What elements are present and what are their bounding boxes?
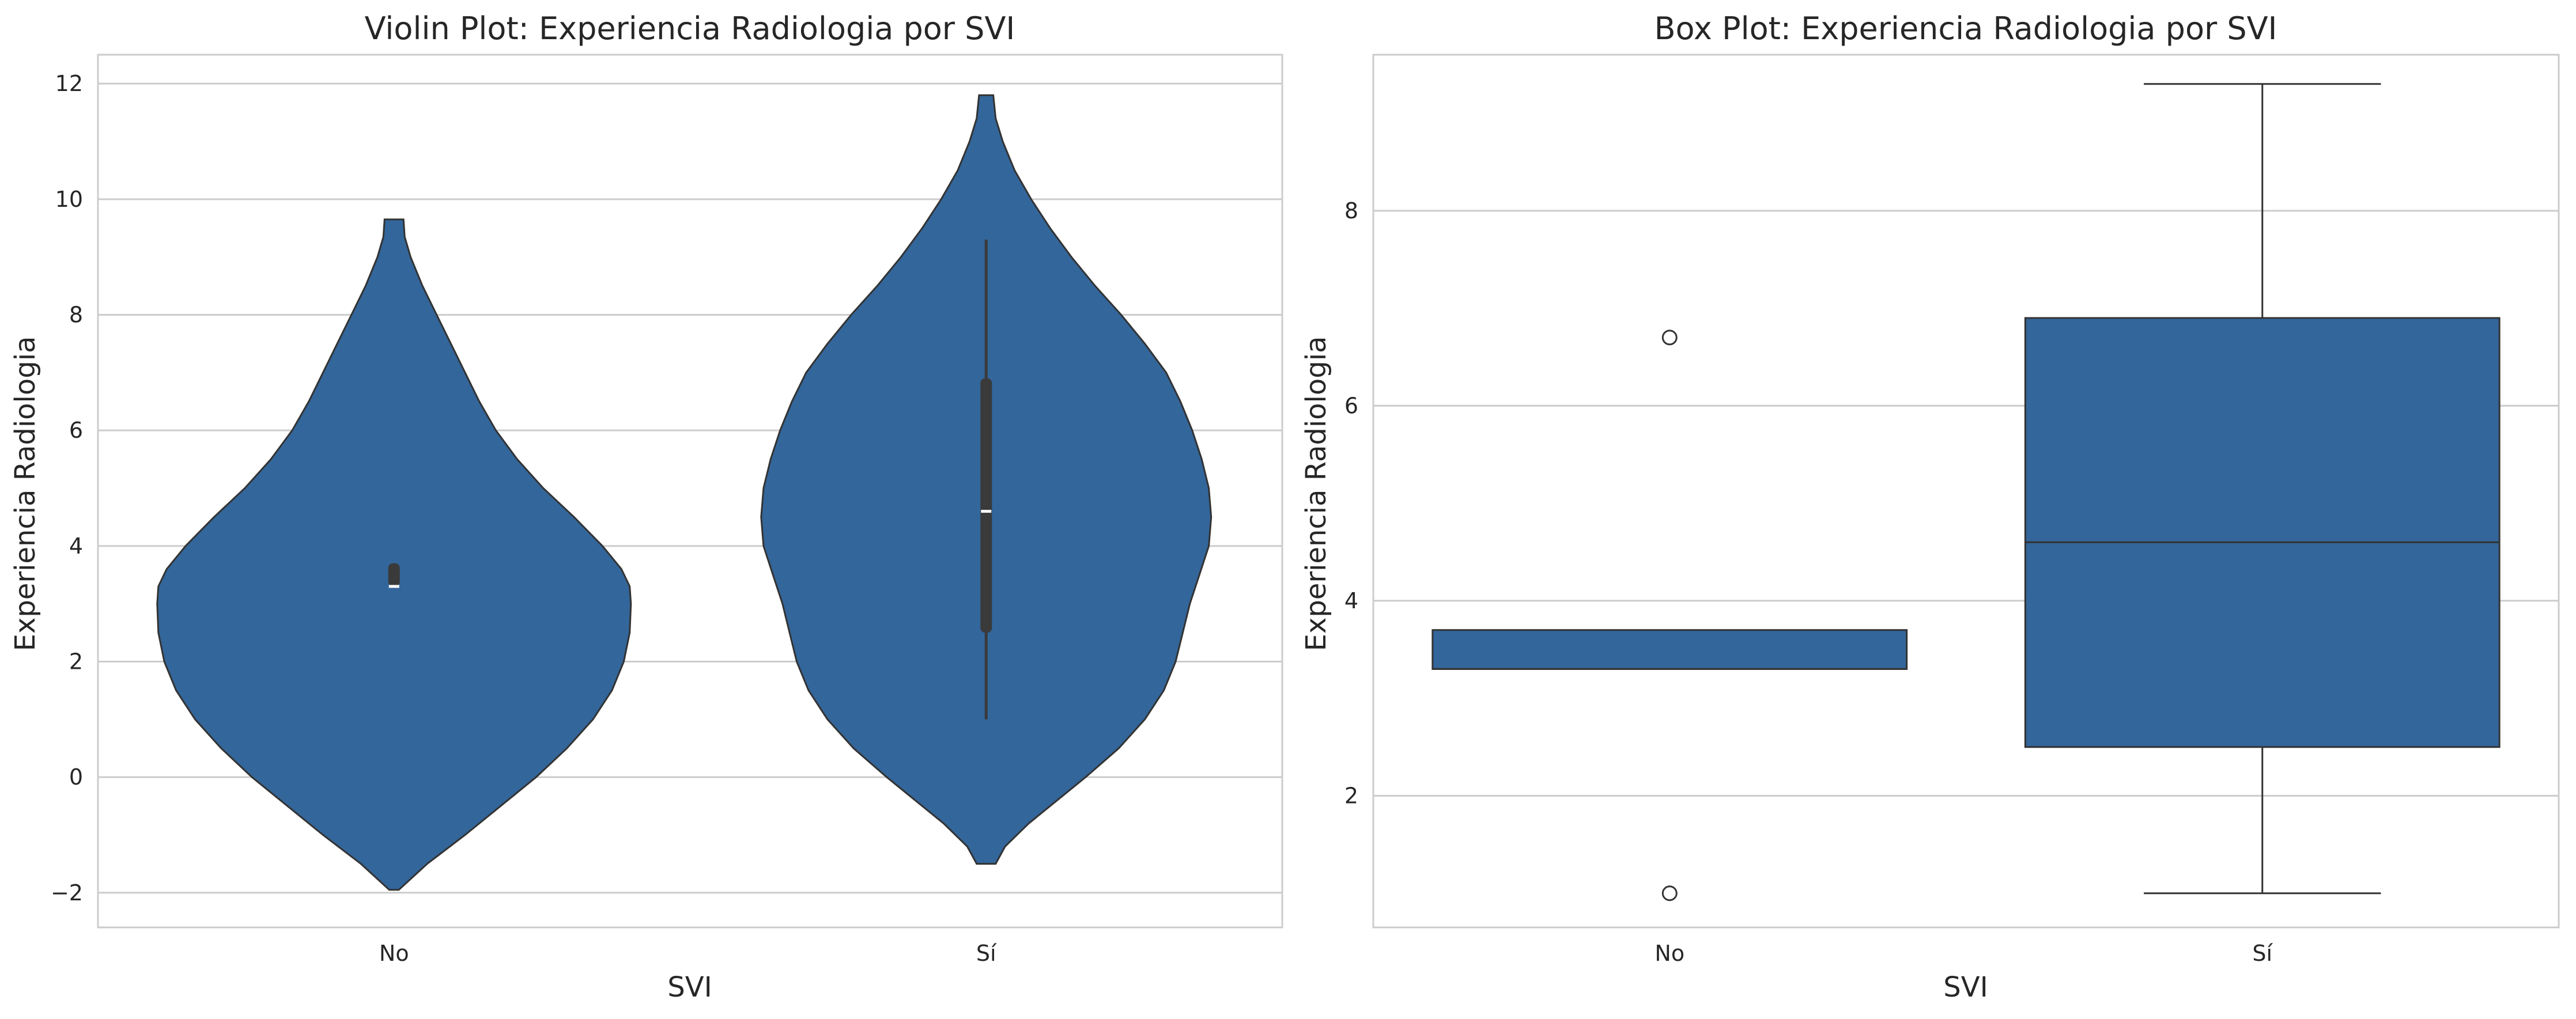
violin-x-axis-label: SVI (667, 971, 712, 1003)
violin-y-axis-label: Experiencia Radiologia (9, 336, 41, 651)
box-x-tick-label: Sí (2252, 941, 2273, 966)
violin-y-tick-label: 12 (55, 71, 83, 96)
violin-x-tick-label: No (379, 941, 409, 966)
box-title: Box Plot: Experiencia Radiologia por SVI (1654, 10, 2277, 47)
box-y-tick-label: 6 (1344, 393, 1358, 418)
box-iqr-Sí (2025, 318, 2499, 747)
violin-marks (157, 95, 1211, 890)
box-marks (1433, 84, 2499, 900)
violin-iqr-bar-No (388, 563, 400, 586)
violin-y-tick-label: 8 (69, 302, 83, 327)
violin-iqr-bar-Sí (980, 378, 992, 632)
violin-y-tick-label: 0 (69, 764, 83, 790)
violin-y-tick-label: 6 (69, 418, 83, 443)
violin-title: Violin Plot: Experiencia Radiologia por … (365, 10, 1015, 47)
box-y-axis-label: Experiencia Radiologia (1300, 336, 1332, 651)
box-y-ticks: 2 4 6 8 (1344, 198, 1358, 809)
box-panel: Box Plot: Experiencia Radiologia por SVI… (1300, 10, 2559, 1003)
box-outlier-No (1663, 331, 1676, 344)
violin-body-No (157, 219, 631, 890)
violin-x-ticks: No Sí (379, 941, 997, 966)
violin-y-tick-label: 2 (69, 649, 83, 674)
box-iqr-No (1433, 630, 1907, 669)
violin-y-tick-label: 10 (55, 187, 83, 212)
box-x-ticks: No Sí (1655, 941, 2273, 966)
box-outlier-No (1663, 887, 1676, 900)
box-x-axis-label: SVI (1943, 971, 1988, 1003)
box-y-tick-label: 8 (1344, 198, 1358, 224)
box-y-tick-label: 4 (1344, 588, 1358, 613)
violin-y-tick-label: −2 (51, 880, 83, 906)
violin-y-ticks: −2 0 2 4 6 8 10 12 (51, 71, 83, 906)
violin-x-tick-label: Sí (976, 941, 997, 966)
violin-y-tick-label: 4 (69, 533, 83, 559)
box-x-tick-label: No (1655, 941, 1684, 966)
violin-panel: Violin Plot: Experiencia Radiologia por … (9, 10, 1282, 1003)
box-y-tick-label: 2 (1344, 783, 1358, 808)
